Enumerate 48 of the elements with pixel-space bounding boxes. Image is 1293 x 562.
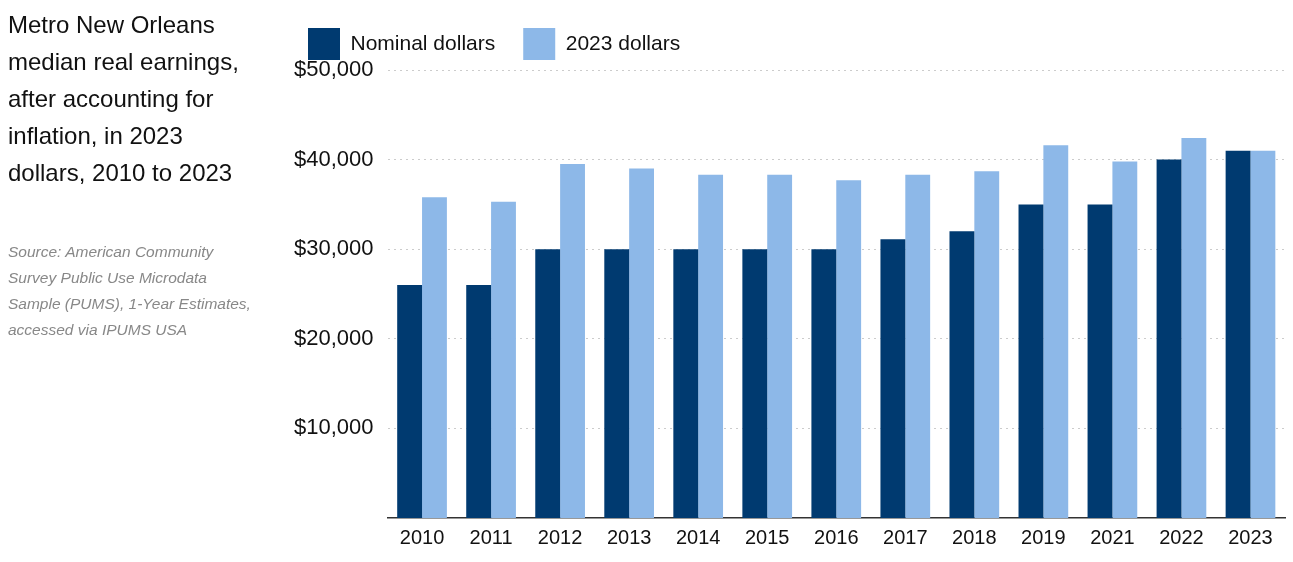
bar <box>673 249 699 518</box>
bar <box>811 249 837 518</box>
bar <box>1156 159 1182 518</box>
x-tick-label: 2019 <box>1021 525 1066 548</box>
x-tick-label: 2012 <box>537 525 583 548</box>
y-tick-label: $40,000 <box>293 145 374 171</box>
y-tick-label: $50,000 <box>293 56 374 82</box>
bar <box>742 249 768 518</box>
bar <box>1018 204 1044 518</box>
bar <box>397 285 423 518</box>
x-tick-label: 2014 <box>675 525 721 548</box>
x-tick-label: 2010 <box>399 525 445 548</box>
bar <box>1087 204 1113 518</box>
x-tick-label: 2017 <box>883 525 928 548</box>
text: Metro New Orleans median real earnings, after accounting for inflation, in 2023 dollars, 2010 to 2023 <box>8 10 240 188</box>
bar <box>974 171 1000 518</box>
x-tick-label: 2013 <box>606 525 652 548</box>
y-tick-label: $10,000 <box>293 414 374 440</box>
bar <box>880 239 906 518</box>
bar <box>905 174 931 518</box>
legend-label: 2023 dollars <box>565 30 681 54</box>
x-tick-label: 2015 <box>744 525 790 548</box>
legend-label: Nominal dollars <box>350 30 496 54</box>
bar <box>535 249 561 518</box>
bar <box>698 174 724 518</box>
bar <box>466 285 492 518</box>
bar <box>560 164 585 518</box>
source-note: Source: American Community Survey Public Use Microdata Sample (PUMS), 1-Year Estimates, accessed via IPUMS USA <box>8 242 252 340</box>
x-tick-label: 2016 <box>814 525 859 548</box>
bar <box>422 197 447 518</box>
x-tick-label: 2011 <box>469 525 513 548</box>
x-tick-label: 2023 <box>1228 525 1273 548</box>
bar <box>949 231 975 518</box>
bar <box>491 201 516 518</box>
bar <box>1181 138 1207 518</box>
bar <box>1225 150 1251 518</box>
bar <box>1112 161 1138 518</box>
bar <box>836 180 862 518</box>
y-tick-label: $20,000 <box>293 324 374 350</box>
x-tick-label: 2022 <box>1159 525 1204 548</box>
x-tick-label: 2021 <box>1090 525 1135 548</box>
bar <box>767 174 793 518</box>
x-tick-label: 2018 <box>952 525 997 548</box>
bar <box>629 168 655 518</box>
bar <box>604 249 630 518</box>
y-tick-label: $30,000 <box>293 235 374 261</box>
bar <box>1250 150 1276 518</box>
bar <box>1043 145 1069 518</box>
